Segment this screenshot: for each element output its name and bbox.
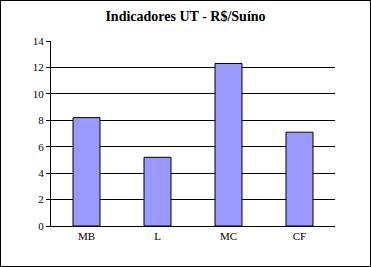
svg-text:0: 0 [38,220,44,232]
svg-text:Indicadores UT - R$/Suíno: Indicadores UT - R$/Suíno [105,9,265,24]
svg-text:8: 8 [38,114,44,126]
svg-text:2: 2 [38,193,44,205]
svg-text:4: 4 [38,167,44,179]
svg-text:14: 14 [33,35,45,47]
svg-text:MB: MB [78,230,95,242]
svg-text:10: 10 [33,88,45,100]
svg-text:MC: MC [220,230,237,242]
svg-text:12: 12 [33,61,44,73]
svg-text:6: 6 [38,141,44,153]
svg-text:L: L [154,230,161,242]
svg-text:CF: CF [293,230,306,242]
